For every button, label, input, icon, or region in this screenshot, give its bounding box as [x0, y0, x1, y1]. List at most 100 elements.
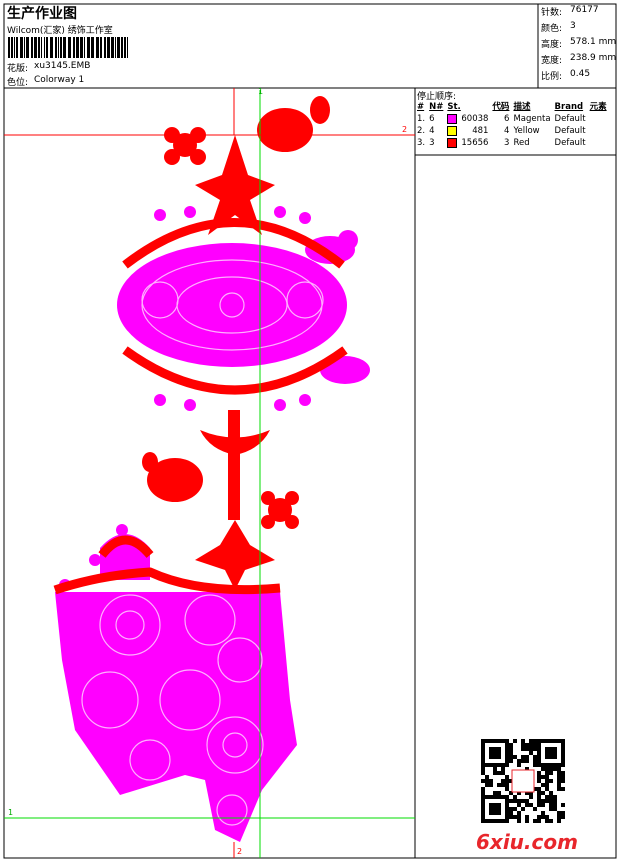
qr-cell: [525, 815, 529, 819]
qr-cell: [561, 811, 565, 815]
qr-cell: [501, 795, 505, 799]
qr-cell: [533, 763, 537, 767]
qr-cell: [505, 807, 509, 811]
qr-cell: [529, 791, 533, 795]
qr-cell: [541, 775, 545, 779]
bar: [50, 37, 53, 58]
stat-label: 比例:: [541, 72, 563, 82]
colorway: Colorway 1: [34, 75, 85, 85]
qr-cell: [561, 759, 565, 763]
bar: [104, 37, 106, 58]
qr-cell: [505, 743, 509, 747]
qr-cell: [509, 751, 513, 755]
design-label: 花版:: [7, 64, 29, 74]
stitches: 481: [445, 125, 490, 137]
qr-cell: [529, 803, 533, 807]
qr-cell: [517, 759, 521, 763]
guide-label: 1: [258, 87, 264, 96]
qr-code: [481, 739, 565, 823]
qr-cell: [549, 795, 553, 799]
qr-cell: [493, 739, 497, 743]
qr-cell: [481, 807, 485, 811]
qr-cell: [545, 763, 549, 767]
bar: [115, 37, 116, 58]
qr-cell: [485, 775, 489, 779]
qr-cell: [537, 799, 541, 803]
qr-cell: [517, 803, 521, 807]
qr-cell: [513, 815, 517, 819]
qr-cell: [537, 815, 541, 819]
sequence-table: # N# St. 代码 描述 Brand 元素 1. 6 60038 6 Magenta Default…: [415, 101, 609, 149]
qr-cell: [505, 811, 509, 815]
qr-cell: [509, 747, 513, 751]
qr-cell: [513, 739, 517, 743]
bar: [117, 37, 120, 58]
bar: [55, 37, 57, 58]
bar: [84, 37, 85, 58]
column-header: Brand: [554, 102, 584, 112]
qr-cell: [501, 767, 505, 771]
qr-cell: [489, 751, 493, 755]
needle: 3: [429, 138, 435, 148]
qr-cell: [561, 775, 565, 779]
qr-cell: [481, 795, 485, 799]
qr-cell: [549, 739, 553, 743]
bar: [107, 37, 110, 58]
qr-cell: [481, 739, 485, 743]
qr-cell: [481, 787, 485, 791]
qr-logo: [511, 769, 535, 793]
qr-cell: [497, 747, 501, 751]
element: [588, 125, 609, 137]
swatch: [447, 114, 458, 124]
qr-cell: [501, 783, 505, 787]
description: Magenta: [513, 114, 551, 124]
sequence-row: 2. 4 481 4 Yellow Default: [415, 125, 609, 137]
qr-cell: [549, 803, 553, 807]
qr-cell: [513, 807, 517, 811]
qr-cell: [497, 803, 501, 807]
bar: [91, 37, 94, 58]
qr-cell: [537, 795, 541, 799]
qr-cell: [549, 763, 553, 767]
element: [588, 137, 609, 149]
column-header: #: [417, 102, 425, 112]
bar: [111, 37, 114, 58]
qr-cell: [505, 815, 509, 819]
qr-cell: [533, 747, 537, 751]
qr-cell: [537, 803, 541, 807]
qr-cell: [521, 807, 525, 811]
qr-cell: [537, 743, 541, 747]
qr-cell: [545, 799, 549, 803]
qr-cell: [561, 763, 565, 767]
qr-cell: [549, 799, 553, 803]
bar: [8, 37, 10, 58]
qr-cell: [545, 755, 549, 759]
bar: [16, 37, 18, 58]
qr-cell: [549, 771, 553, 775]
qr-cell: [561, 751, 565, 755]
qr-cell: [481, 779, 485, 783]
qr-cell: [561, 803, 565, 807]
qr-cell: [497, 795, 501, 799]
qr-cell: [509, 755, 513, 759]
qr-cell: [505, 739, 509, 743]
qr-cell: [557, 783, 561, 787]
qr-cell: [557, 739, 561, 743]
column-header: 代码: [492, 102, 510, 112]
qr-cell: [557, 779, 561, 783]
qr-cell: [509, 811, 513, 815]
qr-cell: [485, 779, 489, 783]
qr-cell: [489, 779, 493, 783]
qr-cell: [537, 779, 541, 783]
qr-cell: [481, 767, 485, 771]
bar: [63, 37, 66, 58]
column-header: St.: [447, 102, 461, 112]
studio: Wilcom(汇家) 绣饰工作室: [7, 26, 113, 36]
column-header: N#: [429, 102, 444, 112]
qr-cell: [541, 763, 545, 767]
qr-cell: [533, 807, 537, 811]
qr-cell: [545, 739, 549, 743]
qr-cell: [541, 803, 545, 807]
qr-cell: [505, 747, 509, 751]
